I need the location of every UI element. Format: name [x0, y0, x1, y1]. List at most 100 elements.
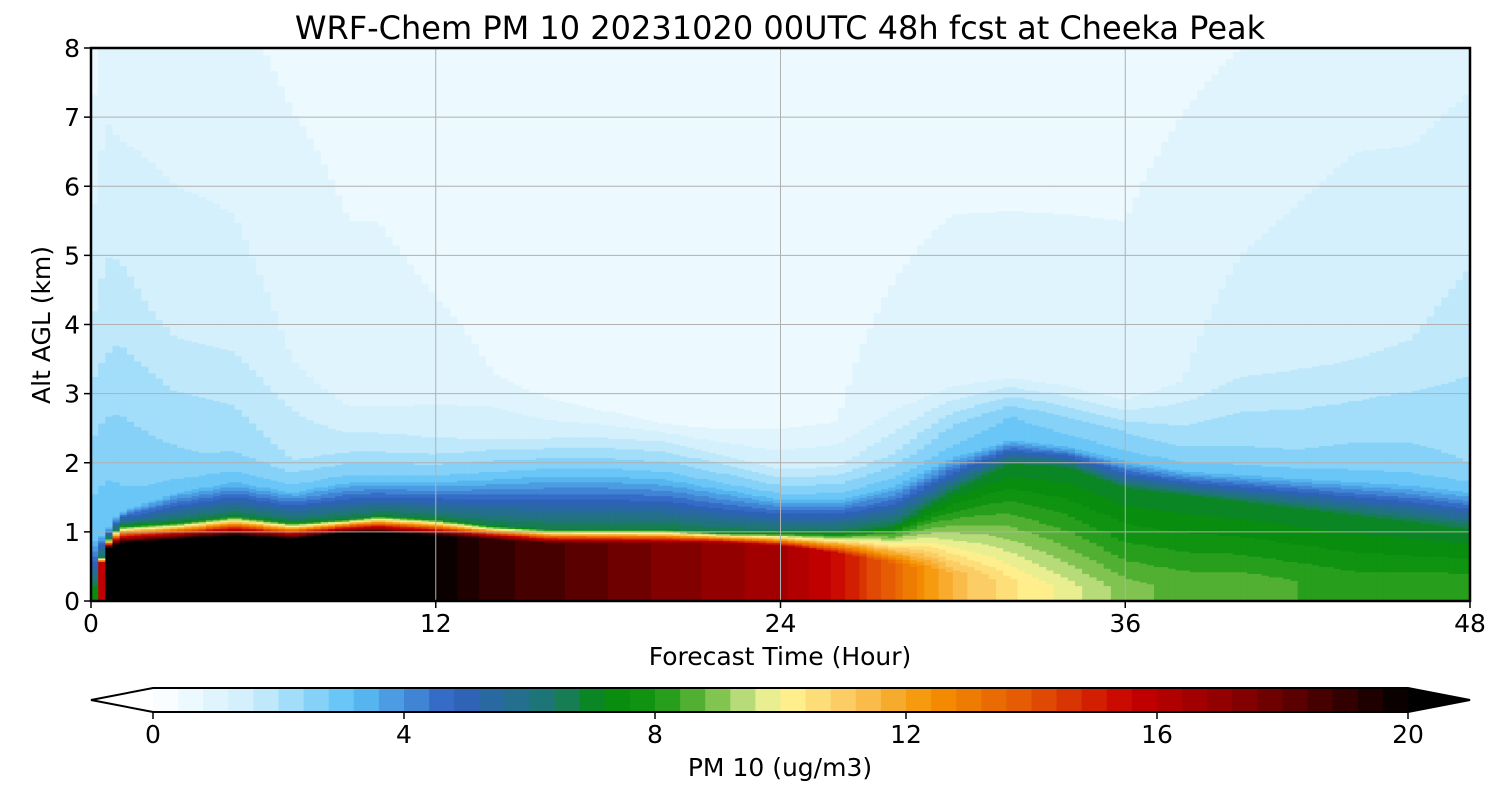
heatmap-cell [363, 481, 372, 486]
heatmap-cell [658, 537, 667, 540]
heatmap-cell [191, 499, 200, 504]
heatmap-cell [249, 523, 257, 526]
heatmap-cell [600, 467, 609, 478]
colorbar-segment [1357, 688, 1384, 712]
heatmap-cell [249, 485, 257, 490]
heatmap-cell [902, 443, 911, 459]
heatmap-cell [873, 481, 882, 491]
heatmap-cell [1089, 48, 1098, 218]
heatmap-cell [708, 540, 717, 543]
heatmap-cell [960, 540, 968, 550]
heatmap-cell [708, 480, 717, 488]
heatmap-cell [1039, 478, 1047, 495]
heatmap-cell [1024, 443, 1033, 448]
heatmap-cell [837, 528, 846, 533]
heatmap-cell [1297, 48, 1306, 201]
heatmap-cell [701, 490, 710, 497]
heatmap-cell [428, 528, 437, 531]
heatmap-cell [514, 48, 523, 386]
heatmap-cell [1046, 464, 1055, 481]
heatmap-cell [292, 410, 300, 460]
heatmap-cell [665, 452, 674, 464]
heatmap-cell [126, 537, 135, 540]
heatmap-cell [249, 488, 257, 493]
heatmap-cell [629, 511, 638, 517]
heatmap-cell [845, 549, 853, 552]
heatmap-cell [1074, 462, 1083, 467]
heatmap-cell [1046, 412, 1055, 429]
heatmap-cell [371, 474, 379, 483]
heatmap-cell [1089, 423, 1098, 441]
heatmap-cell [1319, 486, 1327, 491]
heatmap-cell [1053, 403, 1062, 415]
heatmap-cell [1340, 481, 1349, 486]
heatmap-cell [931, 393, 940, 409]
heatmap-cell [500, 438, 509, 450]
heatmap-cell [1218, 445, 1227, 464]
colorbar-segment [1006, 688, 1032, 712]
heatmap-cell [277, 490, 286, 495]
heatmap-cell [1340, 512, 1349, 533]
heatmap-cell [141, 538, 150, 542]
heatmap-cell [493, 471, 501, 479]
heatmap-cell [600, 511, 609, 517]
heatmap-cell [270, 521, 279, 524]
heatmap-cell [1161, 511, 1169, 531]
heatmap-cell [629, 505, 638, 512]
heatmap-cell [988, 212, 997, 381]
heatmap-cell [1247, 495, 1256, 500]
heatmap-cell [1319, 493, 1327, 498]
heatmap-cell [651, 48, 659, 422]
heatmap-cell [780, 505, 789, 511]
heatmap-cell [1139, 483, 1148, 488]
heatmap-cell [1405, 144, 1414, 341]
heatmap-cell [435, 523, 444, 526]
heatmap-cell [852, 521, 861, 528]
heatmap-cell [1046, 457, 1055, 462]
heatmap-cell [995, 448, 1004, 452]
heatmap-cell [1297, 507, 1306, 528]
heatmap-cell [1319, 490, 1327, 495]
heatmap-cell [349, 450, 358, 464]
heatmap-cell [371, 521, 379, 524]
heatmap-cell [1369, 512, 1378, 517]
heatmap-cell [909, 438, 918, 455]
heatmap-cell [1362, 398, 1371, 443]
heatmap-cell [450, 48, 458, 317]
heatmap-cell [866, 492, 875, 497]
heatmap-cell [1247, 573, 1256, 601]
heatmap-cell [866, 556, 875, 559]
heatmap-cell [1089, 440, 1098, 453]
heatmap-cell [852, 545, 861, 549]
heatmap-cell [916, 431, 925, 450]
heatmap-cell [816, 445, 825, 467]
heatmap-cell [112, 134, 121, 260]
heatmap-cell [1311, 486, 1320, 490]
heatmap-cell [486, 528, 494, 531]
heatmap-cell [299, 500, 308, 505]
heatmap-cell [579, 531, 588, 535]
heatmap-cell [823, 499, 832, 504]
heatmap-cell [658, 531, 667, 535]
heatmap-cell [823, 423, 832, 447]
heatmap-cell [277, 329, 286, 400]
heatmap-cell [529, 530, 537, 533]
heatmap-cell [1290, 206, 1299, 371]
heatmap-cell [622, 414, 631, 428]
heatmap-cell [134, 511, 142, 516]
heatmap-cell [816, 531, 825, 535]
heatmap-cell [435, 464, 444, 476]
heatmap-cell [428, 403, 437, 438]
heatmap-cell [644, 48, 652, 421]
heatmap-cell [227, 528, 236, 531]
heatmap-cell [837, 442, 846, 466]
heatmap-cell [306, 530, 315, 533]
heatmap-cell [392, 488, 401, 495]
heatmap-cell [148, 540, 157, 601]
heatmap-cell [866, 516, 875, 521]
heatmap-cell [1283, 524, 1292, 543]
heatmap-cell [744, 48, 753, 429]
heatmap-cell [945, 481, 954, 486]
heatmap-cell [306, 521, 315, 524]
heatmap-cell [636, 440, 645, 450]
